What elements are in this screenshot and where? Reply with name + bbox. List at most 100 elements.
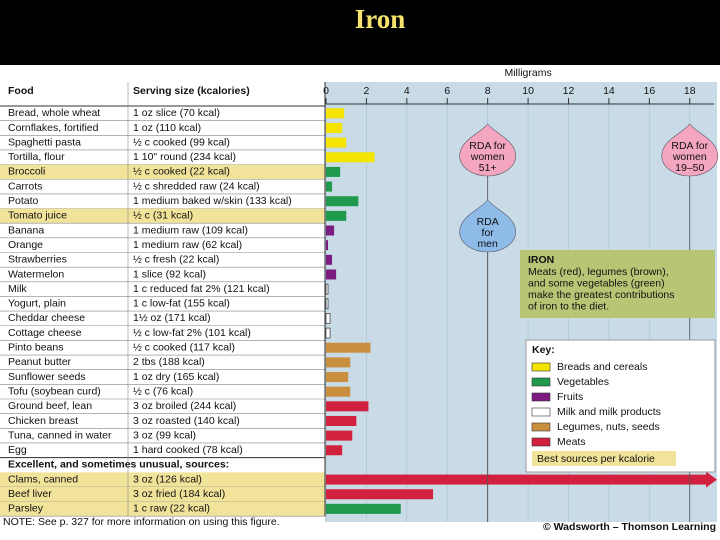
x-tick-label: 10 [522, 85, 534, 97]
food-label: Bread, whole wheat [8, 107, 100, 119]
serving-label: 1½ oz (171 kcal) [133, 312, 211, 324]
food-label: Cottage cheese [8, 327, 82, 339]
note: NOTE: See p. 327 for more information on… [3, 516, 280, 528]
bar [326, 254, 333, 265]
serving-label: 1 oz slice (70 kcal) [133, 107, 220, 119]
best-label: Best sources per kcalorie [537, 453, 655, 465]
key-label: Milk and milk products [557, 406, 661, 418]
rda-label: RDA for [671, 140, 708, 152]
bar [326, 240, 329, 251]
bar [326, 166, 341, 177]
info-text: of iron to the diet. [528, 300, 609, 312]
serving-label: ½ c cooked (117 kcal) [133, 342, 235, 354]
info-title: IRON [528, 254, 554, 266]
food-label: Tortilla, flour [8, 151, 65, 163]
serving-label: 3 oz fried (184 kcal) [133, 488, 225, 500]
food-label: Orange [8, 239, 43, 251]
food-label: Watermelon [8, 268, 64, 280]
key-swatch [531, 392, 551, 402]
x-tick-label: 8 [485, 85, 491, 97]
food-label: Pinto beans [8, 342, 63, 354]
x-tick-label: 16 [643, 85, 655, 97]
bar [325, 298, 329, 310]
key-swatch [531, 377, 551, 387]
food-label: Ground beef, lean [8, 400, 92, 412]
bar [326, 372, 349, 383]
key-label: Legumes, nuts, seeds [557, 421, 660, 433]
serving-label: 1 c reduced fat 2% (121 kcal) [133, 283, 270, 295]
column-header: Serving size (kcalories) [133, 85, 250, 97]
bar [326, 386, 351, 397]
bar [326, 108, 345, 119]
food-label: Tuna, canned in water [8, 429, 112, 441]
bar [326, 342, 371, 353]
serving-label: ½ c shredded raw (24 kcal) [133, 180, 260, 192]
x-tick-label: 2 [363, 85, 369, 97]
food-label: Peanut butter [8, 356, 72, 368]
food-label: Strawberries [8, 254, 67, 266]
bar [325, 327, 331, 339]
key-label: Meats [557, 436, 586, 448]
serving-label: 1 c raw (22 kcal) [133, 503, 210, 515]
bar [325, 313, 331, 324]
rda-label: 19–50 [675, 162, 704, 174]
rda-drop [459, 199, 516, 253]
info-text: make the greatest contributions [528, 289, 675, 301]
best-swatch [532, 451, 676, 466]
serving-label: 2 tbs (188 kcal) [133, 356, 205, 368]
rda-label: for [482, 227, 495, 239]
serving-label: 3 oz roasted (140 kcal) [133, 415, 240, 427]
bar [326, 503, 401, 514]
food-label: Chicken breast [8, 415, 78, 427]
key-box [525, 339, 716, 473]
food-label: Potato [8, 195, 39, 207]
x-tick-label: 18 [684, 85, 696, 97]
rda-label: men [477, 238, 498, 250]
bar [326, 401, 369, 412]
bar [325, 283, 329, 295]
section-label: Excellent, and sometimes unusual, source… [8, 459, 229, 471]
x-tick-label: 12 [563, 85, 575, 97]
serving-label: 1 medium raw (109 kcal) [133, 224, 248, 236]
key-swatch [531, 422, 551, 432]
food-label: Tofu (soybean curd) [8, 385, 101, 397]
serving-label: 3 oz broiled (244 kcal) [133, 400, 236, 412]
serving-label: ½ c fresh (22 kcal) [133, 254, 219, 266]
rda-label: 51+ [479, 162, 497, 174]
serving-label: 1 medium raw (62 kcal) [133, 239, 242, 251]
serving-label: 1 c low-fat (155 kcal) [133, 298, 230, 310]
food-label: Clams, canned [8, 473, 78, 485]
x-tick-label: 14 [603, 85, 615, 97]
bar [326, 210, 347, 221]
best-highlight [0, 486, 325, 502]
x-axis-label: Milligrams [504, 67, 551, 79]
x-tick-label: 4 [404, 85, 410, 97]
chart-title: Iron [355, 4, 406, 34]
rda-label: RDA [477, 216, 499, 228]
bar [326, 415, 357, 426]
bar [326, 430, 353, 441]
key-label: Breads and cereals [557, 361, 647, 373]
serving-label: 1 hard cooked (78 kcal) [133, 444, 243, 456]
x-tick-label: 0 [323, 85, 329, 97]
overflow-arrow [706, 471, 717, 488]
food-label: Tomato juice [8, 210, 67, 222]
serving-label: 3 oz (126 kcal) [133, 473, 202, 485]
best-highlight [0, 208, 325, 224]
bar [326, 445, 343, 456]
food-label: Milk [8, 283, 27, 295]
food-label: Cornflakes, fortified [8, 122, 99, 134]
bar [326, 122, 343, 133]
food-label: Spaghetti pasta [8, 136, 81, 148]
bar [326, 225, 335, 236]
best-highlight [0, 472, 325, 487]
serving-label: ½ c (76 kcal) [133, 385, 193, 397]
serving-label: 1 slice (92 kcal) [133, 268, 206, 280]
rda-label: RDA for [469, 140, 506, 152]
bar [326, 181, 333, 192]
info-box [520, 250, 715, 318]
bar [326, 196, 359, 207]
serving-label: ½ c cooked (22 kcal) [133, 166, 230, 178]
food-label: Egg [8, 444, 27, 456]
